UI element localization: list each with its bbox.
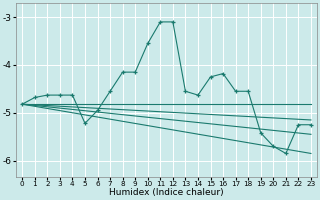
X-axis label: Humidex (Indice chaleur): Humidex (Indice chaleur) [109, 188, 224, 197]
